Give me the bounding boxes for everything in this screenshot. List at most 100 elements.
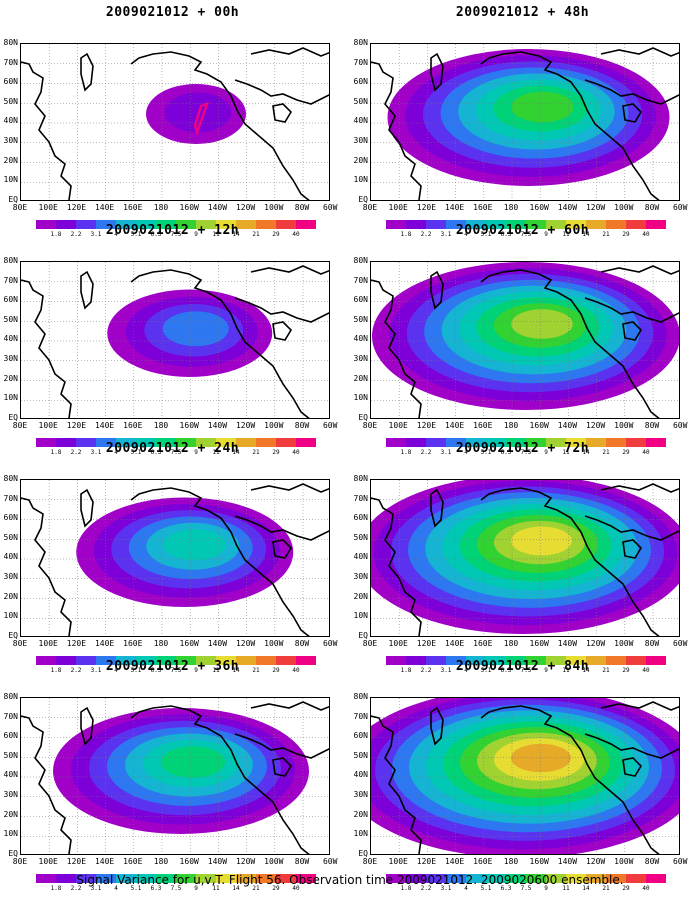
colorbar-label: 9 [544, 231, 548, 238]
colorbar-swatch [176, 656, 196, 665]
colorbar-label: 2.2 [420, 667, 432, 674]
colorbar-swatch [96, 874, 116, 883]
colorbar-labels: 1.8 2.2 3.1 4 5.1 6.3 7.5 9 11 14 21 29 40 [36, 231, 316, 239]
lon-label: 100W [264, 203, 284, 212]
panel-title: 2009021012 + 36h [105, 659, 240, 674]
lon-label: 100W [614, 857, 634, 866]
colorbar-label: 5.1 [130, 885, 142, 892]
colorbar-swatch [136, 220, 156, 229]
colorbar-label: 2.2 [420, 885, 432, 892]
colorbar-swatch [236, 656, 256, 665]
lon-label: 60W [672, 857, 688, 866]
lon-label: 180 [153, 203, 169, 212]
colorbar-swatch [466, 220, 486, 229]
colorbar-swatch [276, 874, 296, 883]
lon-label: 100W [264, 857, 284, 866]
lat-label: EQ [358, 194, 368, 204]
lon-label: 180 [503, 857, 519, 866]
colorbar-label: 29 [622, 449, 630, 456]
colorbar-swatch [506, 438, 526, 447]
map-plot [20, 479, 330, 637]
lon-label: 100E [388, 203, 408, 212]
colorbar-swatch [646, 656, 666, 665]
map-plot [20, 43, 330, 201]
lon-label: 120E [416, 857, 437, 866]
lon-label: 140E [444, 857, 465, 866]
colorbar-swatch [36, 656, 56, 665]
colorbar-label: 6.3 [500, 449, 512, 456]
colorbar-swatch [56, 438, 76, 447]
colorbar-labels: 1.8 2.2 3.1 4 5.1 6.3 7.5 9 11 14 21 29 40 [386, 667, 666, 675]
colorbar-swatch [586, 438, 606, 447]
colorbar-label: 3.1 [440, 231, 452, 238]
colorbar-swatch [586, 220, 606, 229]
lon-label: 140W [207, 639, 228, 648]
colorbar-label: 5.1 [480, 231, 492, 238]
lon-label: 160W [529, 421, 549, 430]
map-svg [21, 698, 329, 854]
map-plot [20, 261, 330, 419]
lon-label: 80W [644, 857, 660, 866]
colorbar-swatch [296, 220, 316, 229]
lat-label: 80N [3, 256, 18, 265]
lat-label: 30N [353, 572, 368, 581]
lon-label: 80W [294, 639, 310, 648]
lon-label: 140E [444, 203, 465, 212]
colorbar-label: 21 [252, 449, 260, 456]
colorbar [36, 656, 316, 665]
colorbar-label: 1.8 [50, 231, 62, 238]
lat-label: 10N [3, 393, 18, 403]
colorbar-labels: 1.8 2.2 3.1 4 5.1 6.3 7.5 9 11 14 21 29 40 [386, 231, 666, 239]
lat-label: 50N [3, 532, 18, 542]
colorbar-label: 3.1 [90, 449, 102, 456]
lat-label: 60N [3, 513, 18, 523]
colorbar-label: 3.1 [90, 231, 102, 238]
colorbar-swatch [586, 874, 606, 883]
lon-label: 100E [38, 203, 58, 212]
colorbar-swatch [626, 656, 646, 665]
lon-label: 140W [557, 203, 578, 212]
colorbar-swatch [466, 874, 486, 883]
lat-label: 60N [353, 77, 368, 87]
colorbar-label: 6.3 [150, 449, 162, 456]
lat-label: 70N [3, 711, 18, 721]
colorbar-label: 14 [232, 231, 240, 238]
lat-label: 20N [353, 591, 368, 601]
lon-label: 160W [179, 421, 199, 430]
colorbar-labels: 1.8 2.2 3.1 4 5.1 6.3 7.5 9 11 14 21 29 40 [386, 449, 666, 457]
colorbar-label: 11 [212, 885, 220, 892]
lon-label: 120W [235, 203, 256, 212]
colorbar-swatch [216, 438, 236, 447]
colorbar-swatch [386, 220, 406, 229]
forecast-panel: 2009021012 + 72h 80N 70N 60N 50N 40N 30N 20N 10N… [350, 441, 695, 674]
lon-label: 100E [38, 857, 58, 866]
lat-label: 70N [3, 57, 18, 67]
colorbar-label: 7.5 [520, 667, 532, 674]
lat-label: 50N [353, 750, 368, 760]
colorbar-label: 29 [272, 885, 280, 892]
lon-label: 60W [672, 639, 688, 648]
colorbar-label: 14 [582, 885, 590, 892]
lat-label: EQ [8, 194, 18, 204]
lat-label: 20N [353, 155, 368, 165]
colorbar-swatch [276, 220, 296, 229]
forecast-panel: 2009021012 + 24h 80N 70N 60N 50N 40N 30N 20N 10N… [0, 441, 345, 674]
lon-label: 140E [94, 421, 115, 430]
figure-caption: Signal Variance for u,v,T. Flight 56. Ob… [76, 873, 624, 887]
lat-label: 80N [353, 38, 368, 47]
colorbar-label: 9 [194, 231, 198, 238]
colorbar-swatch [486, 438, 506, 447]
colorbar-label: 7.5 [170, 667, 182, 674]
lat-label: 80N [353, 474, 368, 483]
colorbar-swatch [296, 438, 316, 447]
lon-label: 80E [362, 203, 378, 212]
colorbar-swatch [76, 656, 96, 665]
map-svg [21, 44, 329, 200]
lat-label: EQ [8, 412, 18, 422]
coastline [21, 483, 329, 636]
colorbar-label: 9 [194, 449, 198, 456]
lat-label: 10N [353, 175, 368, 185]
lon-label: 60W [322, 421, 338, 430]
colorbar-swatch [486, 656, 506, 665]
colorbar-swatch [626, 874, 646, 883]
